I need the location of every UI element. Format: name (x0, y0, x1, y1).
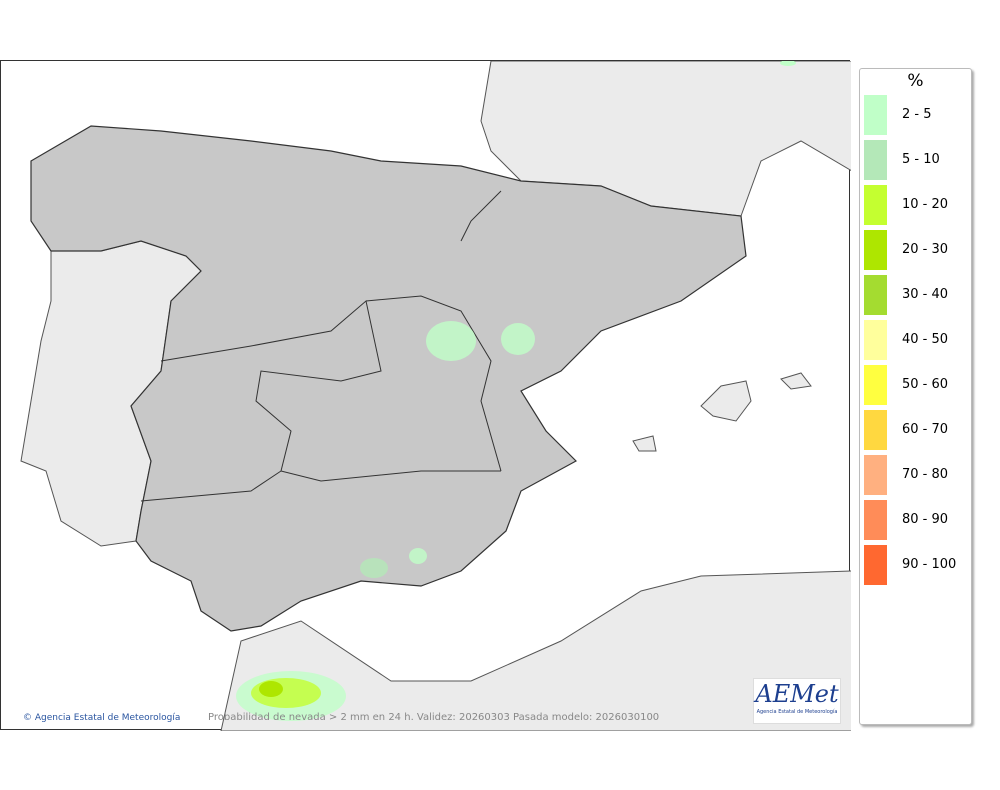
copyright-credit: © Agencia Estatal de Meteorología (23, 713, 181, 723)
legend-item: 10 - 20 (864, 185, 964, 225)
legend-swatch (864, 275, 887, 315)
legend-item: 30 - 40 (864, 275, 964, 315)
menorca (780, 372, 812, 390)
ibiza (632, 435, 657, 452)
legend-label: 60 - 70 (902, 422, 949, 437)
legend-item: 70 - 80 (864, 455, 964, 495)
legend-item: 40 - 50 (864, 320, 964, 360)
legend-label: 30 - 40 (902, 287, 949, 302)
legend-label: 20 - 30 (902, 242, 949, 257)
legend-item: 80 - 90 (864, 500, 964, 540)
legend-swatch (864, 140, 887, 180)
snow-probability-areas (236, 61, 796, 721)
legend: % 2 - 5 5 - 10 10 - 20 20 - 30 30 - 40 40 - 5… (859, 68, 972, 725)
legend-swatch (864, 95, 887, 135)
legend-swatch (864, 500, 887, 540)
legend-item: 2 - 5 (864, 95, 964, 135)
legend-swatch (864, 455, 887, 495)
legend-label: 80 - 90 (902, 512, 949, 527)
legend-item: 60 - 70 (864, 410, 964, 450)
legend-label: 90 - 100 (902, 557, 957, 572)
map-canvas (20, 61, 851, 731)
africa-landmass (220, 570, 851, 731)
mallorca (700, 380, 752, 422)
legend-swatch (864, 365, 887, 405)
map-panel[interactable]: © Agencia Estatal de Meteorología Probab… (0, 60, 851, 731)
legend-label: 50 - 60 (902, 377, 949, 392)
legend-label: 70 - 80 (902, 467, 949, 482)
legend-item: 50 - 60 (864, 365, 964, 405)
legend-item: 5 - 10 (864, 140, 964, 180)
legend-label: 5 - 10 (902, 152, 940, 167)
legend-label: 10 - 20 (902, 197, 949, 212)
legend-label: 40 - 50 (902, 332, 949, 347)
legend-item: 90 - 100 (864, 545, 964, 585)
legend-title: % (907, 71, 924, 91)
spain-landmass (30, 125, 747, 632)
legend-swatch (864, 320, 887, 360)
legend-swatch (864, 410, 887, 450)
legend-item: 20 - 30 (864, 230, 964, 270)
legend-swatch (864, 185, 887, 225)
legend-swatch (864, 545, 887, 585)
map-caption: Probabilidad de nevada > 2 mm en 24 h. V… (208, 712, 660, 723)
legend-label: 2 - 5 (902, 107, 932, 122)
legend-swatch (864, 230, 887, 270)
aemet-logo: AEMet Agencia Estatal de Meteorología (753, 678, 841, 724)
